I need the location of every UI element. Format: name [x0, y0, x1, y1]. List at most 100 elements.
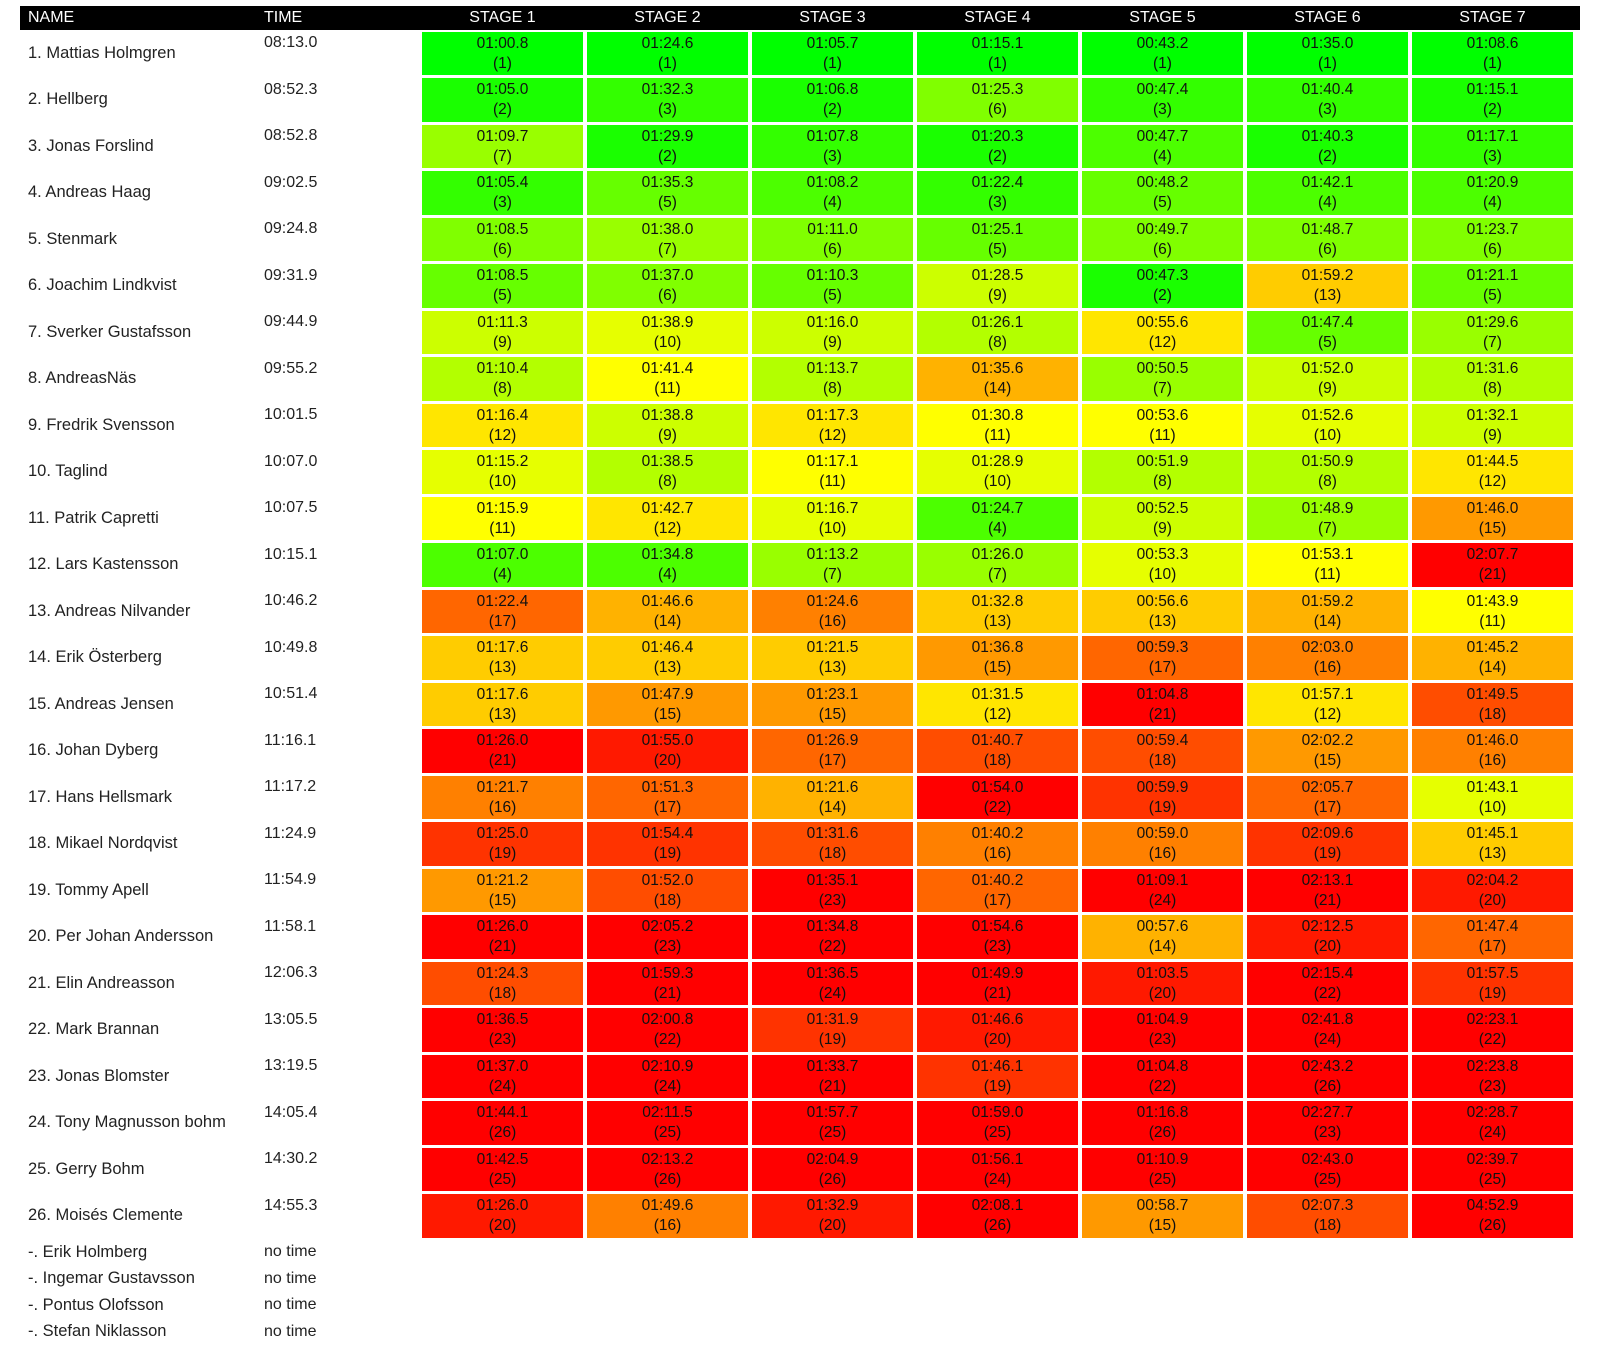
no-time-row: -. Pontus Olofsson no time — [20, 1292, 1580, 1319]
stage-cell: 01:24.7 (4) — [917, 496, 1078, 540]
stage-time: 02:08.1 — [971, 1197, 1024, 1214]
stage-time: 01:59.0 — [971, 1104, 1024, 1121]
stage-time: 00:47.3 — [1136, 267, 1189, 284]
stage-time: 01:38.0 — [641, 220, 694, 238]
stage-time: 01:30.8 — [971, 406, 1024, 424]
stage-time: 01:08.6 — [1466, 34, 1519, 52]
stage-rank: (14) — [1313, 612, 1342, 630]
competitor-name: 26. Moisés Clemente — [28, 1206, 183, 1225]
stage-rank: (10) — [1313, 426, 1342, 444]
stage-rank: (7) — [658, 240, 677, 258]
stage-rank: (11) — [984, 426, 1011, 444]
stage-rank: (20) — [818, 1217, 847, 1234]
stage-cell: 02:07.3 (18) — [1247, 1194, 1408, 1238]
stage-rank: (26) — [488, 1124, 517, 1141]
stage-rank: (6) — [493, 240, 512, 258]
stage-time: 01:17.6 — [476, 685, 529, 703]
stage-rank: (16) — [1478, 752, 1507, 769]
stage-time: 01:20.9 — [1466, 174, 1519, 191]
stage-time: 00:59.3 — [1136, 639, 1189, 656]
stage-rank: (5) — [1153, 194, 1172, 211]
stage-rank: (10) — [488, 473, 517, 490]
stage-time: 01:46.0 — [1466, 732, 1519, 749]
stage-rank: (25) — [818, 1124, 847, 1141]
stage-cell: 01:35.6 (14) — [917, 357, 1078, 401]
stage-cell: 01:34.8 (4) — [587, 543, 748, 587]
stage-rank: (23) — [983, 938, 1012, 955]
stage-rank: (10) — [983, 473, 1012, 490]
stage-rank: (21) — [818, 1077, 847, 1095]
stage-time: 01:45.2 — [1466, 639, 1519, 656]
stage-time: 01:26.9 — [806, 732, 859, 749]
stage-time: 00:47.7 — [1136, 127, 1189, 145]
stage-rank: (7) — [823, 566, 842, 583]
stage-time: 01:43.1 — [1466, 778, 1519, 796]
stage-rank: (13) — [983, 612, 1012, 630]
stage-rank: (18) — [653, 891, 682, 909]
stage-rank: (19) — [1478, 984, 1507, 1002]
stage-rank: (4) — [988, 519, 1007, 537]
stage-time: 02:28.7 — [1466, 1104, 1519, 1121]
stage-rank: (15) — [983, 659, 1012, 676]
stage-time: 02:43.0 — [1301, 1150, 1354, 1168]
header-stage-3: STAGE 3 — [799, 9, 866, 26]
stage-rank: (6) — [823, 240, 842, 258]
stage-rank: (3) — [823, 147, 842, 165]
table-row: 18. Mikael Nordqvist 11:24.9 01:25.0 (19) 01… — [20, 821, 1580, 868]
stage-rank: (16) — [488, 798, 517, 816]
stage-time: 01:38.5 — [641, 453, 694, 470]
stage-time: 01:11.0 — [807, 220, 858, 238]
stage-rank: (17) — [653, 798, 682, 816]
total-time: 09:55.2 — [264, 359, 318, 377]
stage-time: 01:08.5 — [476, 267, 529, 284]
stage-time: 00:49.7 — [1136, 220, 1189, 238]
stage-cell: 00:51.9 (8) — [1082, 450, 1243, 494]
stage-time: 01:26.0 — [476, 918, 529, 935]
stage-rank: (9) — [823, 333, 842, 351]
stage-cell: 02:07.7 (21) — [1412, 543, 1573, 587]
stage-rank: (14) — [653, 612, 682, 630]
stage-cell: 00:47.3 (2) — [1082, 264, 1243, 308]
stage-rank: (20) — [1313, 938, 1342, 955]
stage-time: 01:31.6 — [806, 825, 859, 842]
stage-cell: 01:59.2 (13) — [1247, 264, 1408, 308]
stage-time: 01:44.5 — [1466, 453, 1519, 470]
total-time: 10:07.0 — [264, 452, 318, 470]
total-time: 11:16.1 — [264, 731, 317, 749]
table-row: 24. Tony Magnusson bohm 14:05.4 01:44.1 (26… — [20, 1100, 1580, 1147]
stage-cell: 01:55.0 (20) — [587, 729, 748, 773]
stage-cell: 02:39.7 (25) — [1412, 1147, 1573, 1191]
stage-cell: 01:26.0 (7) — [917, 543, 1078, 587]
stage-time: 01:54.6 — [971, 918, 1024, 935]
stage-cell: 01:10.9 (25) — [1082, 1147, 1243, 1191]
stage-rank: (8) — [988, 333, 1007, 351]
stage-rank: (26) — [1478, 1217, 1507, 1234]
competitor-name: 18. Mikael Nordqvist — [28, 834, 178, 853]
table-row: 17. Hans Hellsmark 11:17.2 01:21.7 (16) 01:5… — [20, 774, 1580, 821]
stage-rank: (3) — [1483, 147, 1502, 165]
stage-time: 02:43.2 — [1301, 1057, 1354, 1075]
stage-time: 00:55.6 — [1136, 313, 1189, 331]
stage-cell: 01:38.0 (7) — [587, 217, 748, 261]
results-table: NAME TIME STAGE 1 STAGE 2 STAGE 3 STAGE … — [20, 6, 1580, 1345]
stage-cell: 01:07.0 (4) — [422, 543, 583, 587]
stage-cell: 00:43.2 (1) — [1082, 31, 1243, 75]
stage-time: 01:46.6 — [641, 592, 694, 610]
stage-rank: (12) — [1148, 333, 1177, 351]
stage-time: 01:17.3 — [806, 406, 859, 424]
stage-cell: 01:16.8 (26) — [1082, 1101, 1243, 1145]
stage-cell: 01:32.1 (9) — [1412, 403, 1573, 447]
stage-time: 01:29.6 — [1466, 313, 1519, 331]
stage-cell: 02:09.6 (19) — [1247, 822, 1408, 866]
stage-cell: 01:42.5 (25) — [422, 1147, 583, 1191]
stage-time: 01:35.6 — [971, 360, 1024, 377]
stage-rank: (11) — [489, 519, 516, 537]
stage-cell: 01:04.9 (23) — [1082, 1008, 1243, 1052]
stage-rank: (17) — [1313, 798, 1342, 816]
stage-cell: 01:15.1 (2) — [1412, 78, 1573, 122]
stage-rank: (18) — [488, 984, 517, 1002]
stage-cell: 02:11.5 (25) — [587, 1101, 748, 1145]
stage-cell: 01:26.1 (8) — [917, 310, 1078, 354]
stage-cell: 01:52.0 (9) — [1247, 357, 1408, 401]
competitor-name: 21. Elin Andreasson — [28, 973, 175, 992]
